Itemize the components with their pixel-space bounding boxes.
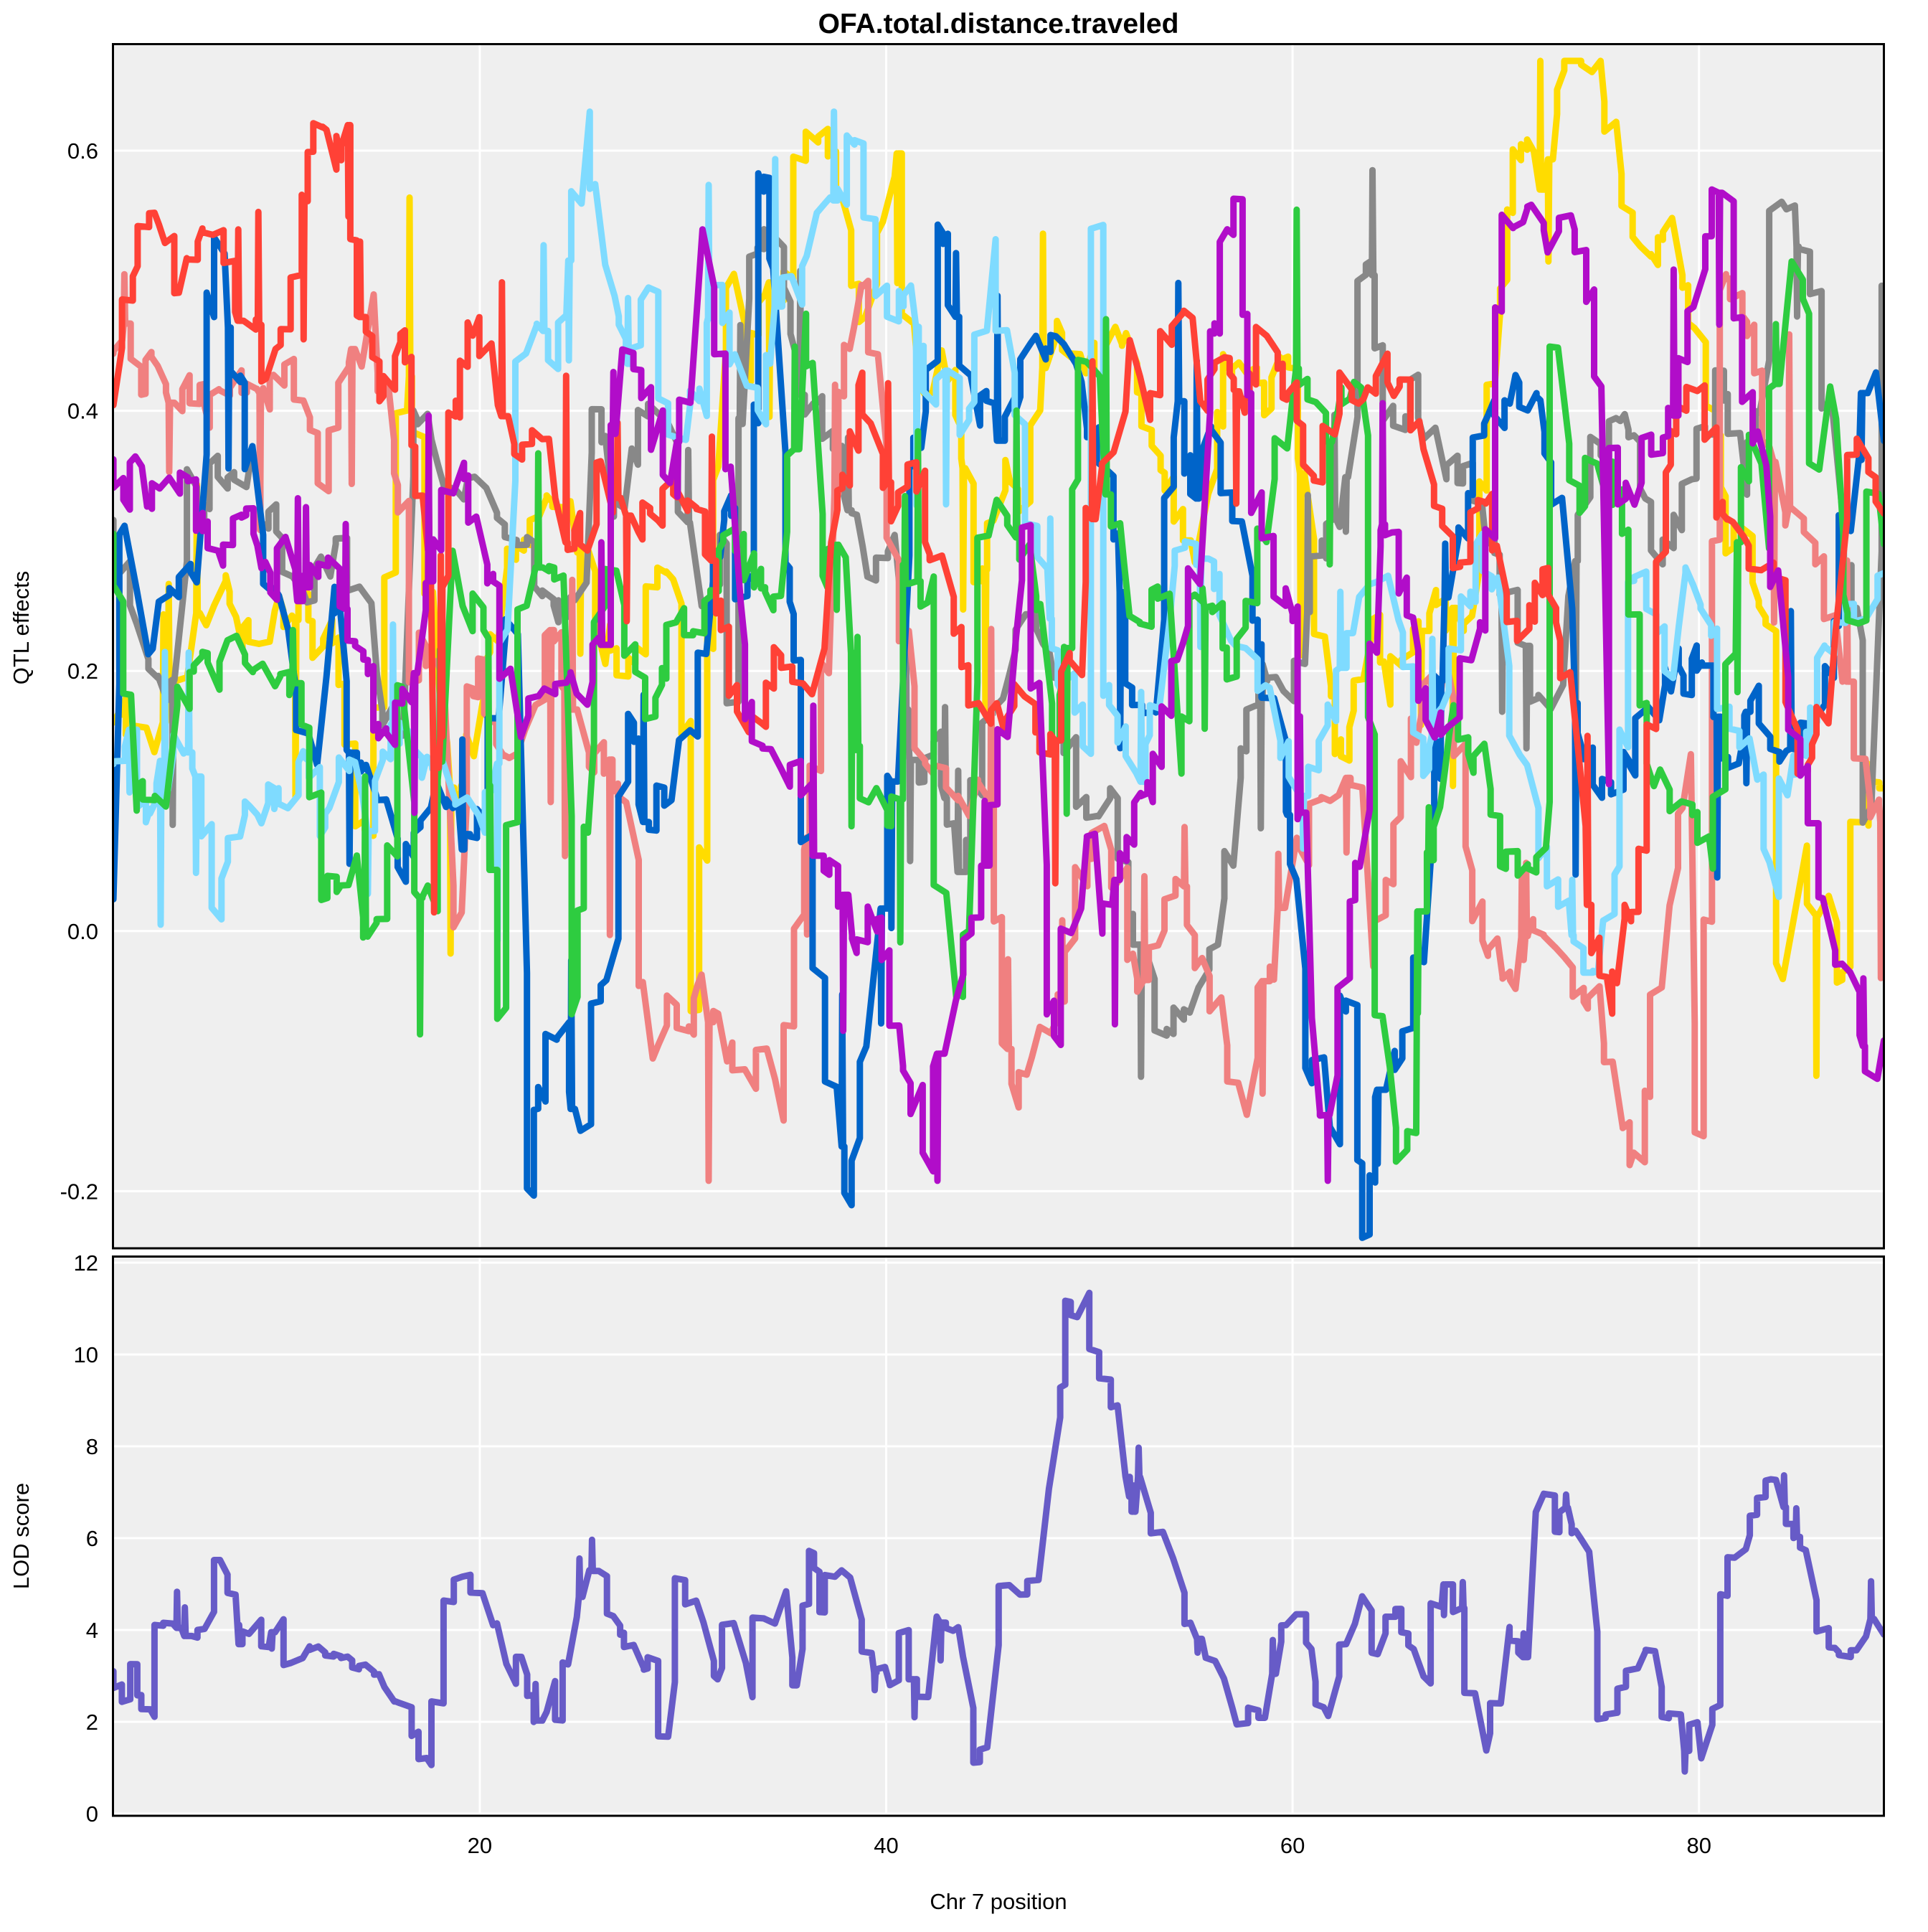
- svg-text:-0.2: -0.2: [60, 1179, 98, 1204]
- svg-text:80: 80: [1686, 1833, 1711, 1858]
- svg-text:OFA.total.distance.traveled: OFA.total.distance.traveled: [818, 9, 1179, 39]
- svg-text:4: 4: [86, 1618, 98, 1643]
- svg-text:8: 8: [86, 1434, 98, 1459]
- svg-text:0: 0: [86, 1801, 98, 1827]
- svg-text:0.0: 0.0: [67, 919, 98, 944]
- svg-text:12: 12: [74, 1250, 98, 1276]
- svg-text:2: 2: [86, 1710, 98, 1735]
- svg-text:0.4: 0.4: [67, 399, 98, 424]
- svg-text:40: 40: [874, 1833, 898, 1858]
- svg-text:0.2: 0.2: [67, 659, 98, 684]
- svg-text:6: 6: [86, 1526, 98, 1551]
- svg-text:Chr 7 position: Chr 7 position: [930, 1889, 1067, 1914]
- svg-text:20: 20: [468, 1833, 492, 1858]
- svg-text:0.6: 0.6: [67, 138, 98, 164]
- svg-text:60: 60: [1280, 1833, 1305, 1858]
- svg-text:LOD score: LOD score: [9, 1483, 34, 1589]
- svg-text:QTL effects: QTL effects: [9, 571, 34, 685]
- svg-text:10: 10: [74, 1342, 98, 1367]
